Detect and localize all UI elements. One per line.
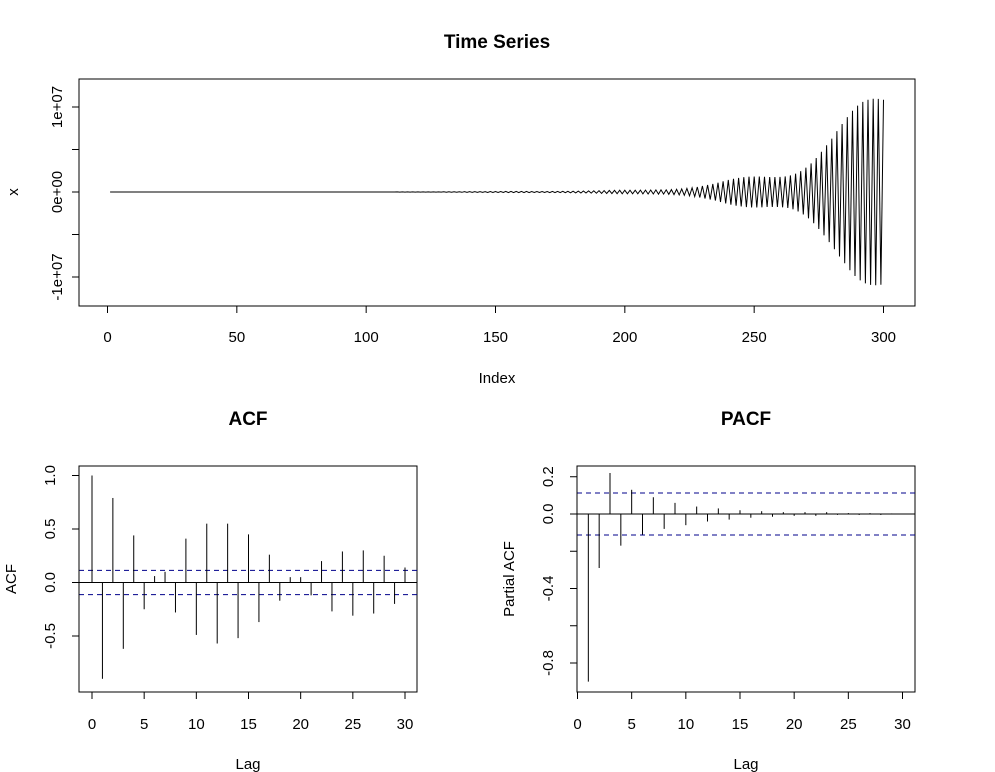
pacf-x-axis-tick-label: 20 <box>786 716 803 733</box>
time-series-x-axis-tick-label: 0 <box>103 329 111 346</box>
acf-confidence-bounds <box>79 569 417 596</box>
pacf-confidence-bounds <box>577 492 915 536</box>
time-series-y-axis-tick-label: 1e+07 <box>49 86 66 128</box>
pacf-x-axis-tick-label: 5 <box>627 716 635 733</box>
time-series-x-axis-tick-label: 300 <box>871 329 896 346</box>
pacf-title: PACF <box>721 409 771 430</box>
pacf-y-axis-tick-label: -0.8 <box>540 650 557 676</box>
time-series-y-axis: -1e+07 0e+00 1e+07 <box>49 86 80 301</box>
time-series-x-axis-tick-label: 150 <box>483 329 508 346</box>
pacf-y-axis-tick-label: -0.4 <box>540 576 557 602</box>
pacf-x-axis-tick-label: 25 <box>840 716 857 733</box>
pacf-y-axis-tick-label: 0.2 <box>540 466 557 487</box>
time-series-y-axis-tick-label: -1e+07 <box>49 253 66 300</box>
acf-x-axis-tick-label: 20 <box>292 716 309 733</box>
time-series-x-axis-tick-label: 250 <box>742 329 767 346</box>
acf-y-axis-tick-label: 0.5 <box>42 519 59 540</box>
pacf-plot-frame <box>576 465 916 693</box>
acf-x-axis-tick-label: 15 <box>240 716 257 733</box>
time-series-panel: Time Series 0 50 100 150 200 250 300 -1e+07 0e+… <box>5 32 916 387</box>
acf-y-label: ACF <box>3 564 20 594</box>
acf-x-label: Lag <box>235 756 260 772</box>
pacf-x-axis-tick-label: 10 <box>677 716 694 733</box>
time-series-x-axis: 0 50 100 150 200 250 300 <box>103 305 896 346</box>
acf-y-axis-tick-label: 0.0 <box>42 572 59 593</box>
acf-x-axis-tick-label: 10 <box>188 716 205 733</box>
acf-x-axis-tick-label: 5 <box>140 716 148 733</box>
pacf-x-axis: 0 5 10 15 20 25 30 <box>573 691 911 733</box>
pacf-x-axis-tick-label: 30 <box>894 716 911 733</box>
time-series-title: Time Series <box>444 32 550 53</box>
pacf-x-axis-tick-label: 0 <box>573 716 581 733</box>
pacf-x-label: Lag <box>733 756 758 772</box>
pacf-y-label: Partial ACF <box>501 541 518 617</box>
time-series-x-axis-tick-label: 100 <box>354 329 379 346</box>
time-series-line <box>110 98 884 286</box>
pacf-y-axis: -0.8 -0.4 0.0 0.2 <box>540 466 578 676</box>
time-series-x-label: Index <box>479 370 516 387</box>
acf-x-axis-tick-label: 0 <box>88 716 96 733</box>
acf-y-axis-tick-label: 1.0 <box>42 465 59 486</box>
acf-panel: ACF 0 5 10 15 20 25 30 -0.5 0.0 0.5 1.0 Lag ACF <box>3 409 418 772</box>
pacf-y-axis-tick-label: 0.0 <box>540 504 557 525</box>
acf-x-axis-tick-label: 30 <box>397 716 414 733</box>
time-series-x-axis-tick-label: 200 <box>612 329 637 346</box>
pacf-panel: PACF 0 5 10 15 20 25 30 -0.8 -0.4 0.0 0.2 Lag Par… <box>501 409 916 772</box>
acf-y-axis-tick-label: -0.5 <box>42 623 59 649</box>
acf-bars <box>91 475 406 679</box>
acf-x-axis-tick-label: 25 <box>344 716 361 733</box>
acf-x-axis: 0 5 10 15 20 25 30 <box>88 691 414 733</box>
acf-title: ACF <box>228 409 267 430</box>
pacf-bars <box>587 473 903 682</box>
time-series-x-axis-tick-label: 50 <box>228 329 245 346</box>
pacf-x-axis-tick-label: 15 <box>732 716 749 733</box>
time-series-y-axis-tick-label: 0e+00 <box>49 171 66 213</box>
time-series-y-label: x <box>5 188 22 196</box>
acf-y-axis: -0.5 0.0 0.5 1.0 <box>42 465 80 649</box>
